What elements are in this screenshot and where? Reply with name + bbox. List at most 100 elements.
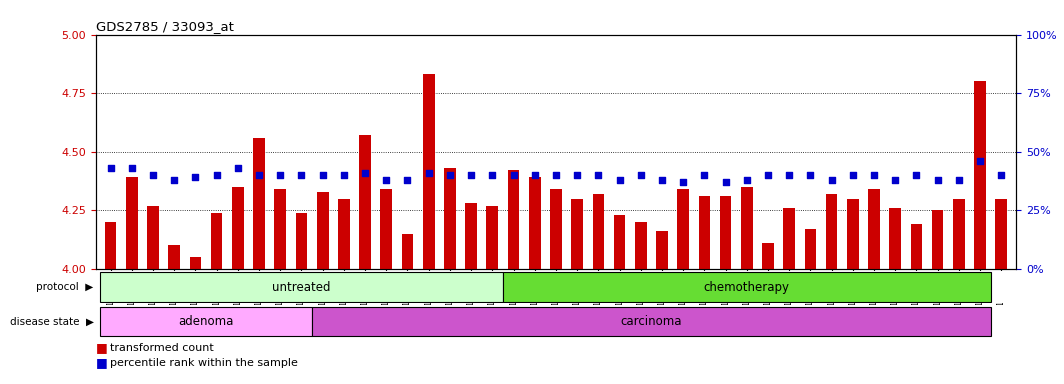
Bar	[996, 199, 1008, 269]
Point	[187, 174, 204, 180]
Bar	[656, 231, 668, 269]
Point	[442, 172, 459, 178]
Text: carcinoma: carcinoma	[620, 315, 682, 328]
Bar	[422, 74, 434, 269]
Bar	[550, 189, 562, 269]
Point	[971, 158, 988, 164]
Bar	[868, 189, 880, 269]
Bar	[678, 189, 689, 269]
Point	[589, 172, 606, 178]
Point	[463, 172, 480, 178]
Bar	[911, 224, 922, 269]
Text: ■: ■	[96, 356, 107, 369]
Point	[760, 172, 777, 178]
Bar	[783, 208, 795, 269]
Bar	[890, 208, 901, 269]
Bar	[360, 135, 371, 269]
Point	[632, 172, 649, 178]
Point	[675, 179, 692, 185]
Point	[781, 172, 798, 178]
Text: disease state  ▶: disease state ▶	[10, 316, 94, 327]
Bar	[296, 213, 307, 269]
Bar	[100, 272, 503, 302]
Text: percentile rank within the sample: percentile rank within the sample	[110, 358, 298, 368]
Bar	[804, 229, 816, 269]
Bar	[465, 203, 477, 269]
Bar	[953, 199, 965, 269]
Point	[568, 172, 585, 178]
Point	[145, 172, 162, 178]
Point	[845, 172, 862, 178]
Bar	[126, 177, 137, 269]
Point	[420, 170, 437, 176]
Bar	[211, 213, 222, 269]
Bar	[444, 168, 455, 269]
Bar	[338, 199, 350, 269]
Bar	[741, 187, 752, 269]
Bar	[614, 215, 626, 269]
Bar	[253, 137, 265, 269]
Point	[908, 172, 925, 178]
Text: protocol  ▶: protocol ▶	[36, 282, 94, 292]
Point	[505, 172, 522, 178]
Point	[696, 172, 713, 178]
Point	[314, 172, 331, 178]
Bar	[486, 205, 498, 269]
Bar	[847, 199, 859, 269]
Point	[293, 172, 310, 178]
Point	[865, 172, 882, 178]
Text: untreated: untreated	[272, 281, 331, 293]
Bar	[593, 194, 604, 269]
Bar	[381, 189, 393, 269]
Bar	[104, 222, 116, 269]
Bar	[975, 81, 986, 269]
Point	[653, 177, 670, 183]
Bar	[699, 196, 710, 269]
Point	[335, 172, 352, 178]
Point	[547, 172, 564, 178]
Text: GDS2785 / 33093_at: GDS2785 / 33093_at	[96, 20, 234, 33]
Point	[230, 165, 247, 171]
Point	[886, 177, 903, 183]
Bar	[826, 194, 837, 269]
Bar	[719, 196, 731, 269]
Bar	[232, 187, 244, 269]
Bar	[503, 272, 991, 302]
Point	[802, 172, 819, 178]
Bar	[571, 199, 583, 269]
Text: adenoma: adenoma	[179, 315, 234, 328]
Bar	[402, 233, 413, 269]
Point	[123, 165, 140, 171]
Point	[209, 172, 226, 178]
Point	[717, 179, 734, 185]
Point	[356, 170, 373, 176]
Text: chemotherapy: chemotherapy	[703, 281, 789, 293]
Bar	[529, 177, 541, 269]
Bar	[508, 170, 519, 269]
Bar	[100, 307, 312, 336]
Point	[738, 177, 755, 183]
Point	[611, 177, 628, 183]
Point	[271, 172, 288, 178]
Point	[378, 177, 395, 183]
Point	[527, 172, 544, 178]
Point	[993, 172, 1010, 178]
Point	[824, 177, 841, 183]
Point	[166, 177, 183, 183]
Bar	[147, 205, 159, 269]
Point	[950, 177, 967, 183]
Bar	[189, 257, 201, 269]
Bar	[312, 307, 991, 336]
Point	[399, 177, 416, 183]
Point	[250, 172, 267, 178]
Bar	[762, 243, 774, 269]
Text: transformed count: transformed count	[110, 343, 214, 353]
Point	[484, 172, 501, 178]
Bar	[275, 189, 286, 269]
Text: ■: ■	[96, 341, 107, 354]
Bar	[317, 192, 329, 269]
Point	[929, 177, 946, 183]
Bar	[168, 245, 180, 269]
Bar	[932, 210, 944, 269]
Bar	[635, 222, 647, 269]
